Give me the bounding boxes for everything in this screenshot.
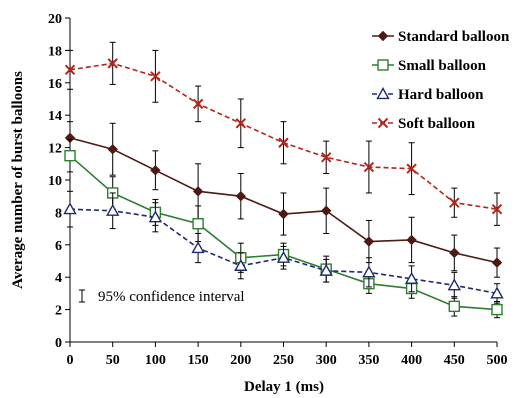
data-point-stroke-b <box>64 64 76 76</box>
data-point-stroke-b <box>320 152 332 163</box>
data-point-stroke-b <box>235 118 247 129</box>
data-point <box>107 58 118 69</box>
x-tick-label: 50 <box>106 353 120 368</box>
legend: Standard balloon Small balloon Hard balloo… <box>372 29 510 132</box>
y-tick-label: 10 <box>48 174 62 189</box>
data-point <box>235 190 247 202</box>
y-tick-label: 16 <box>48 77 62 92</box>
data-point <box>363 161 375 173</box>
legend-marker-stroke-b <box>377 117 389 129</box>
data-point-stroke-b <box>363 161 375 173</box>
data-point <box>150 71 161 82</box>
data-point <box>319 263 333 276</box>
data-point <box>449 197 460 208</box>
data-point <box>278 137 289 148</box>
data-point-stroke-b <box>192 98 204 110</box>
y-tick-label: 20 <box>48 12 62 27</box>
data-point <box>192 218 204 230</box>
data-point <box>64 149 76 162</box>
y-tick-label: 8 <box>55 206 62 221</box>
data-point-stroke-b <box>278 137 289 148</box>
data-point-stroke-b <box>491 203 503 215</box>
x-axis-title: Delay 1 (ms) <box>244 379 324 395</box>
data-point <box>448 300 460 313</box>
legend-marker <box>377 59 389 71</box>
data-point-stroke-b <box>406 163 417 174</box>
ci-annotation-text: 95% confidence interval <box>98 289 245 305</box>
data-point <box>362 265 376 278</box>
series-soft-balloon <box>64 41 503 226</box>
data-point-stroke-b <box>150 71 161 82</box>
x-tick-label: 450 <box>444 353 465 368</box>
data-point <box>404 271 419 284</box>
y-axis-title-group: Average number of burst balloons <box>10 71 26 289</box>
y-tick-label: 12 <box>48 142 62 157</box>
plot-area <box>63 41 504 319</box>
legend-item-standard-balloon: Standard balloon <box>372 29 510 45</box>
data-point <box>447 278 461 291</box>
legend-label: Small balloon <box>398 58 487 74</box>
legend-item-soft-balloon: Soft balloon <box>372 116 476 132</box>
data-point <box>276 250 291 263</box>
data-point <box>449 247 460 259</box>
data-point <box>192 98 204 110</box>
legend-item-small-balloon: Small balloon <box>372 58 487 74</box>
x-tick-label: 200 <box>230 353 251 368</box>
data-point <box>107 144 118 155</box>
x-tick-label: 150 <box>188 353 209 368</box>
data-point <box>406 234 417 246</box>
data-point-stroke-b <box>449 197 460 208</box>
ci-annotation: 95% confidence interval <box>79 289 245 305</box>
data-point <box>191 241 205 254</box>
data-point <box>491 257 503 268</box>
y-tick-label: 2 <box>55 304 62 319</box>
y-tick-label: 0 <box>55 336 62 351</box>
data-point <box>148 210 163 223</box>
legend-label: Soft balloon <box>398 116 476 132</box>
data-point <box>64 64 76 76</box>
y-tick-label: 6 <box>55 239 62 254</box>
data-point <box>63 202 77 215</box>
data-point <box>192 186 204 197</box>
data-point <box>491 303 503 316</box>
data-point <box>234 258 248 271</box>
legend-label: Standard balloon <box>398 29 510 45</box>
x-tick-label: 500 <box>487 353 508 368</box>
data-point <box>320 205 332 216</box>
series-standard-balloon <box>64 121 503 278</box>
y-axis-title: Average number of burst balloons <box>10 71 26 289</box>
legend-marker <box>377 30 389 42</box>
data-point <box>491 203 503 215</box>
data-point <box>278 208 289 220</box>
x-tick-label: 0 <box>67 353 74 368</box>
data-point <box>150 165 161 176</box>
legend-marker <box>376 87 390 100</box>
data-point-stroke-b <box>107 58 118 69</box>
data-point <box>320 152 332 163</box>
legend-marker <box>377 117 389 129</box>
x-tick-label: 300 <box>316 353 337 368</box>
legend-item-hard-balloon: Hard balloon <box>372 87 484 103</box>
series-hard-balloon <box>63 190 504 304</box>
x-tick-label: 400 <box>401 353 422 368</box>
y-tick-label: 14 <box>48 109 62 124</box>
data-point <box>490 286 504 299</box>
data-point <box>363 236 375 247</box>
x-tick-label: 350 <box>358 353 379 368</box>
y-tick-label: 4 <box>55 271 62 286</box>
data-point <box>406 163 417 174</box>
legend-label: Hard balloon <box>398 87 484 103</box>
y-tick-label: 18 <box>48 44 62 59</box>
x-tick-label: 100 <box>145 353 166 368</box>
x-tick-label: 250 <box>273 353 294 368</box>
data-point <box>106 203 120 216</box>
data-point <box>235 118 247 129</box>
